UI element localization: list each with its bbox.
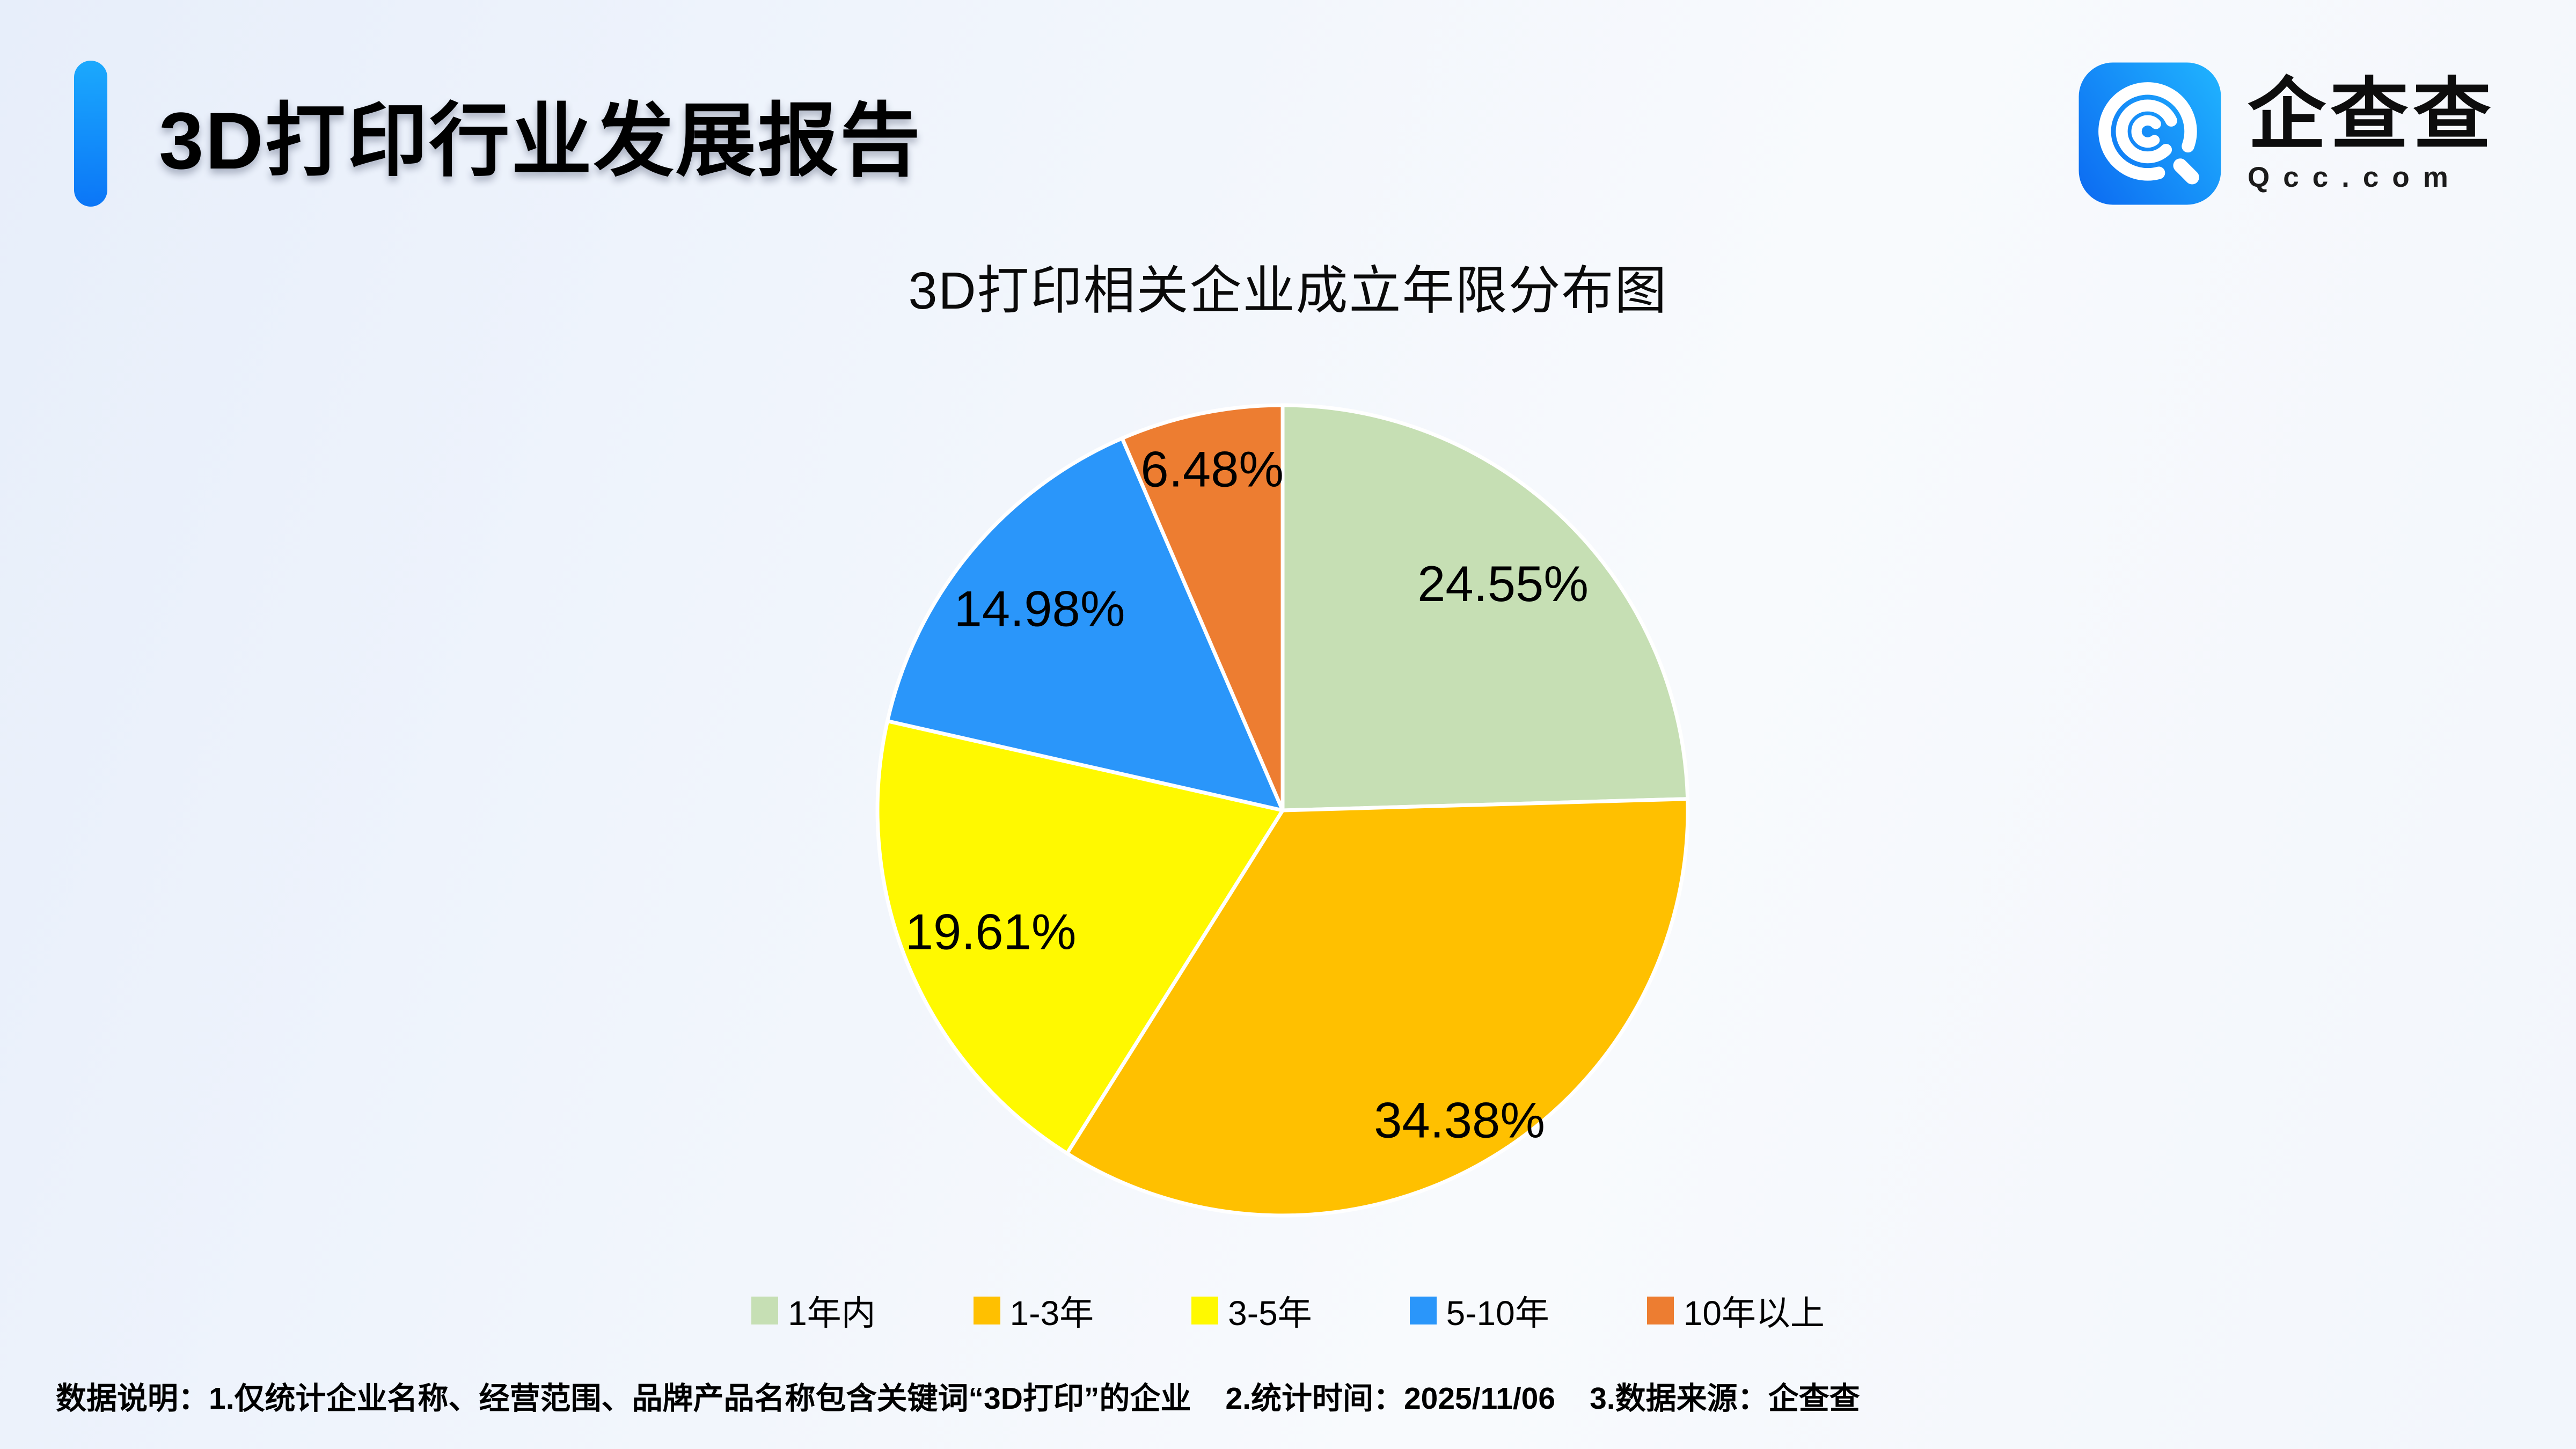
legend-swatch-0 (751, 1297, 779, 1324)
legend-label-1: 1-3年 (1009, 1294, 1094, 1333)
pie-slice-2 (875, 719, 1285, 1155)
pie-label-4: 6.48% (1140, 441, 1284, 497)
chart-title: 3D打印相关企业成立年限分布图 (908, 261, 1668, 320)
pie-label-1: 34.38% (1374, 1092, 1545, 1148)
logo-brand-name: 企查查 (2248, 70, 2496, 158)
footnote-stat-date: 2.统计时间：2025/11/06 (1225, 1381, 1556, 1416)
legend-item-3: 5-10年 (1409, 1286, 1549, 1335)
header: 3D打印行业发展报告 企查查 Qcc.com (74, 58, 2496, 209)
legend-label-3: 5-10年 (1446, 1294, 1549, 1333)
legend-item-4: 10年以上 (1646, 1286, 1825, 1335)
legend-item-0: 1年内 (751, 1286, 876, 1335)
chart-legend: 1年内 1-3年 3-5年 5-10年 10年以上 (0, 1286, 2576, 1335)
pie-slice-4 (1120, 403, 1285, 813)
legend-swatch-2 (1191, 1297, 1219, 1324)
qcc-logo-text: 企查查 Qcc.com (2248, 74, 2496, 194)
pie-slice-3 (885, 436, 1285, 813)
qcc-logo-icon (2079, 62, 2221, 205)
pie-slice-0 (1280, 403, 1690, 813)
report-title: 3D打印行业发展报告 (159, 95, 922, 186)
pie-chart: 24.55% 34.38% 19.61% 14.98% 6.48% (875, 403, 1690, 1218)
footnote-data-scope: 数据说明：1.仅统计企业名称、经营范围、品牌产品名称包含关键词“3D打印”的企业 (56, 1381, 1191, 1416)
logo-brand-domain: Qcc.com (2248, 162, 2462, 194)
footnote: 数据说明：1.仅统计企业名称、经营范围、品牌产品名称包含关键词“3D打印”的企业… (56, 1374, 1860, 1418)
report-title-block: 3D打印行业发展报告 (74, 61, 922, 207)
pie-label-2: 19.61% (905, 903, 1077, 960)
pie-label-0: 24.55% (1417, 555, 1589, 612)
legend-label-0: 1年内 (788, 1294, 876, 1333)
legend-item-1: 1-3年 (973, 1286, 1094, 1335)
qcc-logo: 企查查 Qcc.com (2076, 60, 2496, 208)
legend-swatch-3 (1409, 1297, 1437, 1324)
footnote-data-source: 3.数据来源：企查查 (1590, 1381, 1860, 1416)
legend-swatch-4 (1646, 1297, 1674, 1324)
pie-label-3: 14.98% (954, 580, 1125, 636)
legend-label-2: 3-5年 (1228, 1294, 1312, 1333)
pie-slice-1 (1065, 797, 1690, 1218)
title-accent-bar (74, 61, 107, 207)
legend-item-2: 3-5年 (1191, 1286, 1312, 1335)
legend-label-4: 10年以上 (1683, 1294, 1825, 1333)
legend-swatch-1 (973, 1297, 1000, 1324)
